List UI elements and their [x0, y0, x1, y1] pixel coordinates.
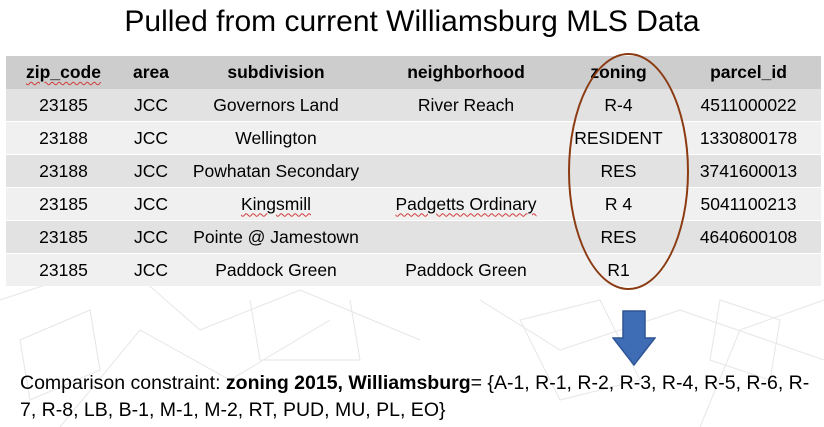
cell-zip-code: 23188	[6, 121, 121, 155]
cell-area: JCC	[121, 253, 181, 286]
table-row: 23185 JCC Paddock Green Paddock Green R1	[6, 253, 821, 286]
cell-neighborhood	[371, 154, 561, 188]
table-row: 23185 JCC Kingsmill Padgetts Ordinary R …	[6, 187, 821, 221]
cell-subdivision: Wellington	[181, 121, 371, 155]
cell-neighborhood: Paddock Green	[371, 253, 561, 286]
cell-area: JCC	[121, 89, 181, 122]
cell-neighborhood	[371, 220, 561, 254]
cell-parcel-id: 1330800178	[676, 121, 821, 155]
header-subdivision: subdivision	[181, 56, 371, 89]
header-parcel-id: parcel_id	[676, 56, 821, 89]
cell-zip-code: 23188	[6, 154, 121, 188]
cell-area: JCC	[121, 220, 181, 254]
table-row: 23185 JCC Pointe @ Jamestown RES 4640600…	[6, 220, 821, 254]
cell-subdivision: Paddock Green	[181, 253, 371, 286]
table-row: 23188 JCC Wellington RESIDENT 1330800178	[6, 121, 821, 155]
cell-neighborhood: Padgetts Ordinary	[371, 187, 561, 221]
cell-subdivision: Kingsmill	[181, 187, 371, 221]
cell-area: JCC	[121, 187, 181, 221]
mls-data-table-container: zip_code area subdivision neighborhood z…	[6, 56, 821, 286]
cell-area: JCC	[121, 121, 181, 155]
table-row: 23185 JCC Governors Land River Reach R-4…	[6, 89, 821, 122]
cell-zip-code: 23185	[6, 187, 121, 221]
cell-parcel-id	[676, 253, 821, 286]
cell-neighborhood	[371, 121, 561, 155]
cell-zip-code: 23185	[6, 253, 121, 286]
table-header-row: zip_code area subdivision neighborhood z…	[6, 56, 821, 89]
header-area: area	[121, 56, 181, 89]
constraint-bold: zoning 2015, Williamsburg	[225, 372, 471, 394]
zoning-highlight-oval	[568, 53, 689, 290]
cell-subdivision: Pointe @ Jamestown	[181, 220, 371, 254]
down-arrow-icon	[612, 310, 656, 366]
constraint-prefix: Comparison constraint:	[20, 372, 226, 394]
page-title: Pulled from current Williamsburg MLS Dat…	[124, 5, 700, 38]
mls-data-table: zip_code area subdivision neighborhood z…	[6, 56, 821, 286]
header-zip-code: zip_code	[6, 56, 121, 89]
header-neighborhood: neighborhood	[371, 56, 561, 89]
cell-neighborhood: River Reach	[371, 89, 561, 122]
cell-subdivision: Powhatan Secondary	[181, 154, 371, 188]
cell-parcel-id: 4640600108	[676, 220, 821, 254]
cell-parcel-id: 3741600013	[676, 154, 821, 188]
comparison-constraint: Comparison constraint: zoning 2015, Will…	[20, 370, 820, 424]
cell-parcel-id: 4511000022	[676, 89, 821, 122]
cell-area: JCC	[121, 154, 181, 188]
cell-parcel-id: 5041100213	[676, 187, 821, 221]
cell-subdivision: Governors Land	[181, 89, 371, 122]
cell-zip-code: 23185	[6, 89, 121, 122]
table-row: 23188 JCC Powhatan Secondary RES 3741600…	[6, 154, 821, 188]
cell-zip-code: 23185	[6, 220, 121, 254]
constraint-values: = {A-1, R-1, R-2, R-3, R-4, R-5, R-6, R-…	[20, 372, 810, 421]
